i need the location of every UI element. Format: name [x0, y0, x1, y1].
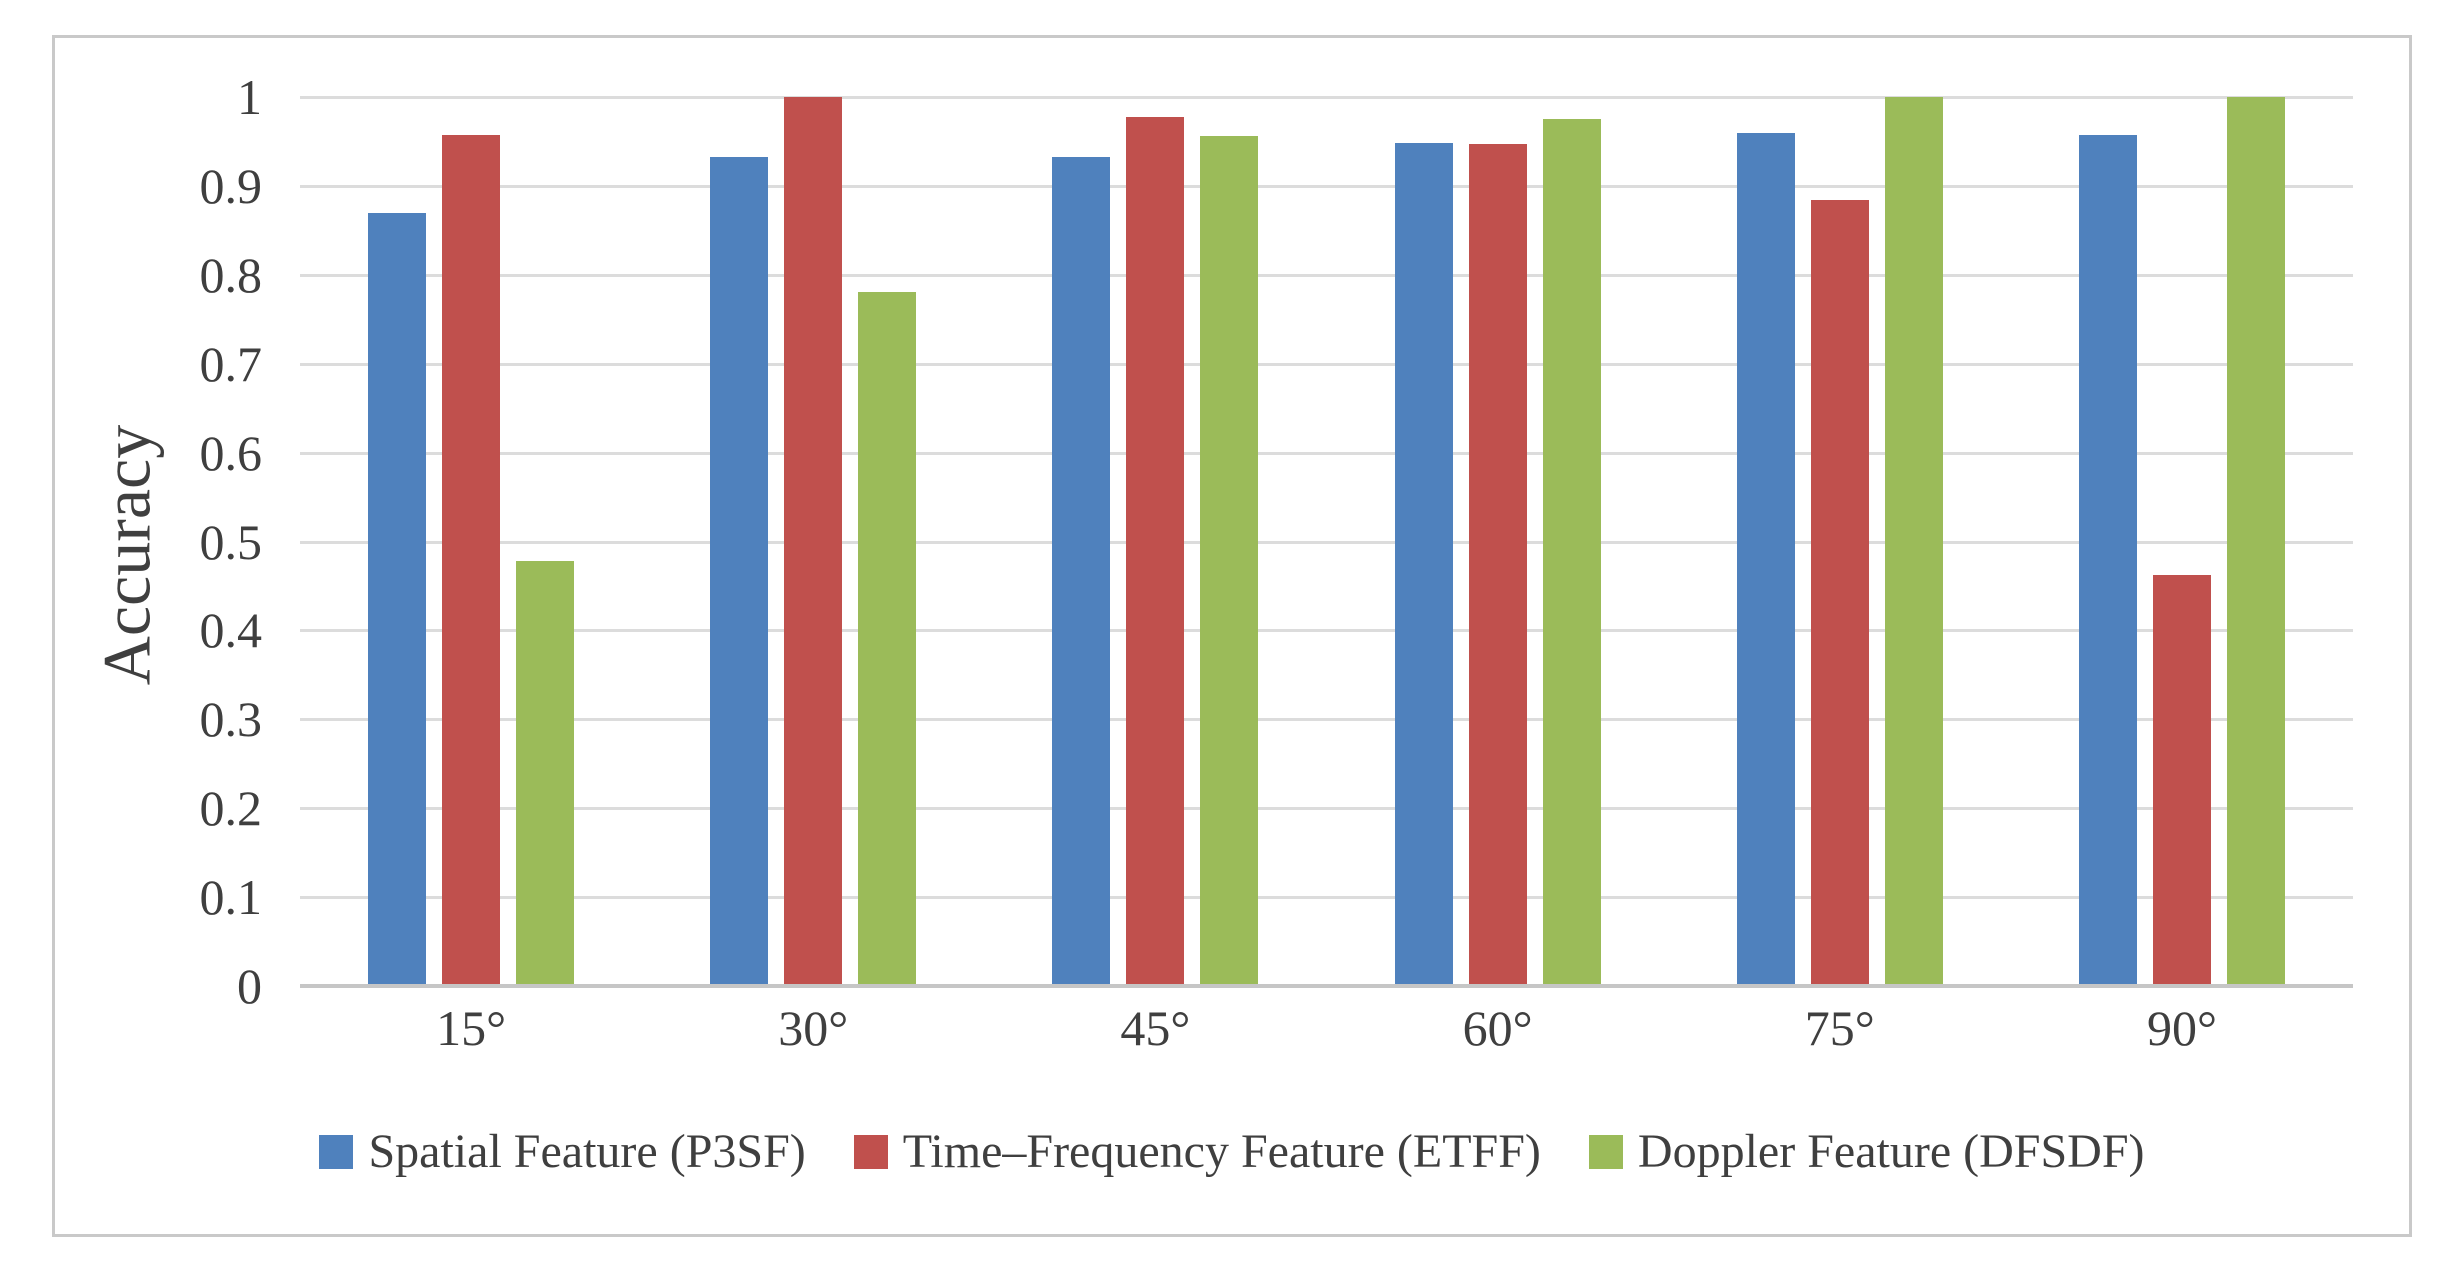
legend-item: Doppler Feature (DFSDF)	[1588, 1124, 2145, 1180]
gridline	[300, 96, 2353, 99]
gridline	[300, 629, 2353, 633]
y-tick-label: 0.3	[199, 691, 263, 748]
legend-swatch-icon	[853, 1135, 888, 1169]
y-tick-label: 0.6	[199, 424, 263, 481]
legend-swatch-icon	[319, 1135, 354, 1169]
bar	[1884, 97, 1943, 986]
gridline	[300, 540, 2353, 544]
y-tick-label: 0.7	[199, 335, 263, 392]
bar	[368, 212, 427, 986]
gridline	[300, 718, 2353, 722]
x-tick-label: 75°	[1804, 1000, 1875, 1056]
legend-swatch-icon	[1588, 1135, 1623, 1169]
x-tick-label: 60°	[1462, 1000, 1533, 1056]
bar	[1468, 144, 1527, 986]
gridline	[300, 273, 2353, 277]
gridline	[300, 362, 2353, 366]
bar	[1542, 119, 1601, 986]
y-tick-label: 0.8	[199, 246, 263, 303]
legend: Spatial Feature (P3SF) Time–Frequency Fea…	[55, 1124, 2409, 1180]
gridline	[300, 184, 2353, 188]
x-tick-label: 45°	[1120, 1000, 1191, 1056]
x-axis-line	[300, 984, 2353, 988]
gridline	[300, 896, 2353, 900]
bar-group-75deg	[1669, 97, 2011, 986]
legend-label: Doppler Feature (DFSDF)	[1637, 1125, 2145, 1178]
bar	[1200, 136, 1259, 986]
legend-label: Spatial Feature (P3SF)	[368, 1125, 806, 1178]
bar-group-30deg	[642, 97, 984, 986]
bar	[1052, 156, 1111, 986]
y-tick-label: 0.9	[199, 157, 263, 214]
bar	[1736, 133, 1795, 986]
bar	[858, 291, 917, 986]
y-axis-ticks: 0 0.1 0.2 0.3 0.4 0.5 0.6 0.7 0.8 0.9 1	[55, 72, 263, 1011]
bar	[1394, 143, 1453, 986]
y-tick-label: 0.2	[199, 780, 263, 837]
bar	[784, 97, 843, 986]
x-tick-label: 30°	[778, 1000, 849, 1056]
bar	[1126, 117, 1185, 986]
y-tick-label: 0.4	[199, 602, 263, 659]
bar	[2078, 135, 2137, 986]
x-tick-label: 90°	[2146, 1000, 2217, 1056]
bar	[2226, 97, 2285, 986]
bar-group-45deg	[984, 97, 1326, 986]
bar-groups	[300, 97, 2353, 986]
y-tick-label: 1	[237, 69, 262, 125]
bar-group-90deg	[2011, 97, 2353, 986]
y-tick-label: 0	[237, 958, 262, 1014]
gridline	[300, 451, 2353, 455]
plot-area	[300, 96, 2353, 988]
bar	[2152, 575, 2211, 986]
bar	[442, 135, 501, 986]
y-tick-label: 0.5	[199, 513, 263, 570]
bar-group-15deg	[300, 97, 642, 986]
legend-label: Time–Frequency Feature (ETFF)	[902, 1125, 1541, 1178]
bar	[710, 156, 769, 986]
x-axis-ticks: 15° 30° 45° 60° 75° 90°	[300, 1000, 2353, 1056]
gridline	[300, 807, 2353, 811]
bar	[516, 561, 575, 986]
legend-item: Spatial Feature (P3SF)	[319, 1124, 806, 1180]
bar	[1810, 200, 1869, 986]
chart-container: Accuracy 0 0.1 0.2 0.3 0.4 0.5 0.6 0.7 0.8 0.9 1 1…	[52, 35, 2412, 1237]
y-tick-label: 0.1	[199, 869, 263, 926]
legend-item: Time–Frequency Feature (ETFF)	[853, 1124, 1541, 1180]
bar-group-60deg	[1327, 97, 1669, 986]
x-tick-label: 15°	[436, 1000, 507, 1056]
